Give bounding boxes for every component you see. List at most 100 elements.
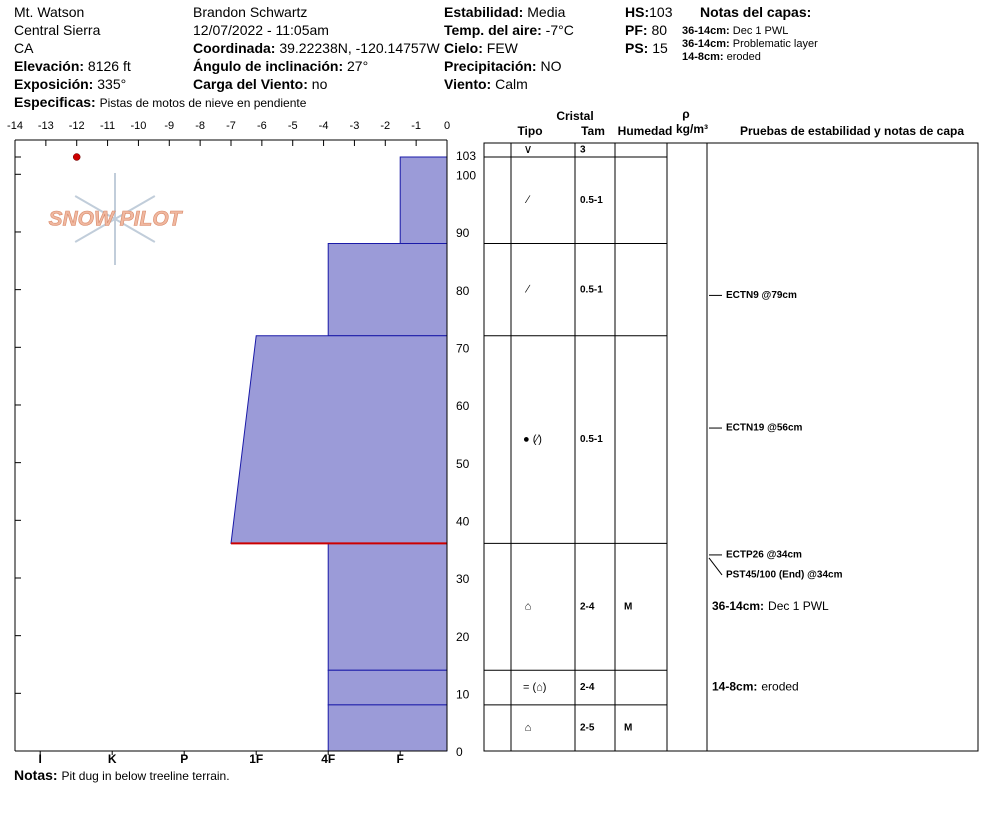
hs: HS:103: [625, 4, 673, 20]
hardness-layer: [230, 335, 448, 544]
x-tick-label: -9: [164, 120, 174, 132]
x-tick-label: -13: [38, 120, 54, 132]
logo-ray: [114, 218, 156, 243]
header-type: Tipo: [517, 124, 542, 138]
test-label: PST45/100 (End) @34cm: [726, 570, 843, 581]
hardness-tick-label: P: [180, 752, 188, 766]
header-density: ρ: [682, 107, 689, 121]
hardness-tick-label: I: [39, 752, 42, 766]
note-range: 36-14cm:: [712, 599, 764, 613]
x-tick-label: 0: [444, 120, 450, 132]
header-crystal: Cristal: [556, 109, 593, 123]
note-text: eroded: [761, 680, 798, 694]
wind-loading: Carga del Viento: no: [193, 76, 328, 92]
test-label: ECTP26 @34cm: [726, 550, 802, 561]
test-arrow: [708, 557, 723, 576]
logo-text: SNOW PILOT: [49, 208, 184, 231]
x-tick-label: -4: [319, 120, 329, 132]
grain-size: 2-5: [580, 723, 595, 734]
test-label: ECTN19 @56cm: [726, 423, 803, 434]
hardness-tick-label: F: [397, 752, 404, 766]
footer-notes: Notas: Pit dug in below treeline terrain…: [14, 767, 230, 783]
ps: PS: 15: [625, 40, 668, 56]
stability: Estabilidad: Media: [444, 4, 566, 20]
layer-note: 36-14cm: Dec 1 PWL: [682, 25, 789, 37]
x-tick-label: -11: [100, 120, 115, 132]
hardness-layer: [327, 669, 448, 706]
layer-note: 36-14cm: Problematic layer: [682, 38, 818, 50]
grain-type: = (⌂): [523, 681, 546, 693]
grain-type: ⌂: [525, 722, 532, 734]
location: Mt. Watson: [14, 4, 85, 20]
header-density-unit: kg/m³: [676, 122, 708, 136]
precip: Precipitación: NO: [444, 58, 562, 74]
y-tick-label: 70: [456, 341, 470, 355]
hardness-tick-label: 4F: [321, 752, 335, 766]
y-tick-label: 30: [456, 572, 470, 586]
hardness-layer: [327, 243, 448, 337]
grain-size: 0.5-1: [580, 195, 603, 206]
grain-size: 3: [580, 145, 586, 156]
logo-ray: [114, 195, 156, 220]
table-frame: [483, 142, 979, 752]
header-size: Tam: [581, 124, 605, 138]
datetime: 12/07/2022 - 11:05am: [193, 22, 329, 38]
header-moisture: Humedad: [618, 124, 673, 138]
logo: [74, 173, 156, 265]
elevation: Elevación: 8126 ft: [14, 58, 131, 74]
aspect: Exposición: 335°: [14, 76, 127, 92]
x-tick-label: -12: [69, 120, 85, 132]
y-tick-label: 20: [456, 630, 470, 644]
y-tick-label: 103: [456, 149, 476, 163]
range: Central Sierra: [14, 22, 101, 38]
air-temp: Temp. del aire: -7°C: [444, 22, 574, 38]
hardness-layer: [327, 704, 448, 752]
observer: Brandon Schwartz: [193, 4, 308, 20]
grain-type: ∕: [524, 284, 531, 296]
y-tick-label: 10: [456, 688, 470, 702]
grain-size: 2-4: [580, 601, 595, 612]
grain-size: 0.5-1: [580, 434, 603, 445]
x-tick-label: -14: [7, 120, 23, 132]
y-tick-label: 60: [456, 399, 470, 413]
y-tick-label: 40: [456, 514, 470, 528]
x-tick-label: -6: [257, 120, 267, 132]
y-tick-label: 90: [456, 226, 470, 240]
x-tick-label: -10: [130, 120, 146, 132]
x-tick-label: -8: [195, 120, 205, 132]
grain-size: 0.5-1: [580, 284, 603, 295]
wind: Viento: Calm: [444, 76, 528, 92]
pf: PF: 80: [625, 22, 668, 38]
temperature-point: [72, 153, 81, 161]
moisture: M: [624, 723, 632, 734]
state: CA: [14, 40, 34, 56]
specifics: Especificas: Pistas de motos de nieve en…: [14, 94, 307, 110]
hardness-tick-label: K: [108, 752, 117, 766]
note-text: Dec 1 PWL: [768, 599, 829, 613]
x-tick-label: -1: [411, 120, 421, 132]
layer-notes-title: Notas del capas:: [700, 4, 812, 20]
hardness-layer: [399, 156, 448, 245]
x-tick-label: -7: [226, 120, 236, 132]
y-tick-label: 0: [456, 745, 463, 759]
slope: Ángulo de inclinación: 27°: [193, 58, 369, 74]
layer-note: 14-8cm: eroded: [682, 51, 761, 63]
x-tick-label: -3: [350, 120, 360, 132]
grain-type: ● (∕): [523, 433, 542, 445]
layer-note: 14-8cm: eroded: [712, 680, 799, 694]
x-tick-label: -2: [380, 120, 390, 132]
y-tick-label: 100: [456, 168, 476, 182]
grain-size: 2-4: [580, 682, 595, 693]
grain-type: ⌂: [525, 601, 532, 613]
sky: Cielo: FEW: [444, 39, 518, 57]
coordinates: Coordinada: 39.22238N, -120.14757W: [193, 40, 440, 56]
layer-note: 36-14cm: Dec 1 PWL: [712, 599, 829, 613]
note-range: 14-8cm:: [712, 680, 757, 694]
logo-ray: [74, 195, 116, 220]
logo-ray: [74, 218, 116, 243]
grain-type: ∨: [524, 142, 533, 156]
y-tick-label: 50: [456, 457, 470, 471]
hardness-tick-label: 1F: [249, 752, 263, 766]
